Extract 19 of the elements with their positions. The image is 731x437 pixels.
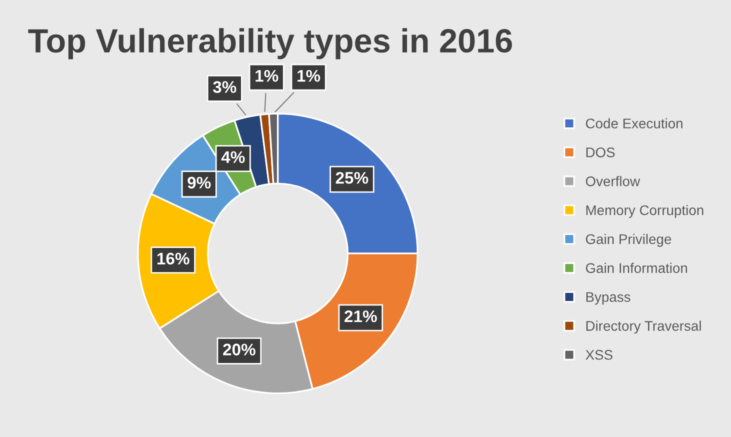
legend-label: Directory Traversal [586, 320, 701, 334]
legend-label: Memory Corruption [586, 204, 704, 218]
legend-label: DOS [586, 147, 615, 158]
data-label: 20% [223, 344, 256, 356]
data-label: 25% [336, 172, 368, 184]
data-label: 4% [221, 151, 245, 163]
legend-label: Gain Information [586, 262, 688, 273]
data-label: 16% [157, 252, 190, 265]
legend-label: Bypass [586, 292, 630, 305]
legend-label: Overflow [586, 176, 640, 186]
legend-label: Gain Privilege [586, 234, 672, 247]
legend-label: Code Execution [586, 118, 682, 128]
data-label: 21% [344, 310, 377, 322]
chart-title: Top Vulnerability types in 2016 [28, 28, 512, 60]
data-label: 9% [188, 176, 211, 189]
data-label: 1% [256, 70, 278, 82]
data-label: 1% [298, 70, 320, 82]
data-label: 3% [212, 81, 236, 93]
legend-label: XSS [586, 350, 612, 360]
